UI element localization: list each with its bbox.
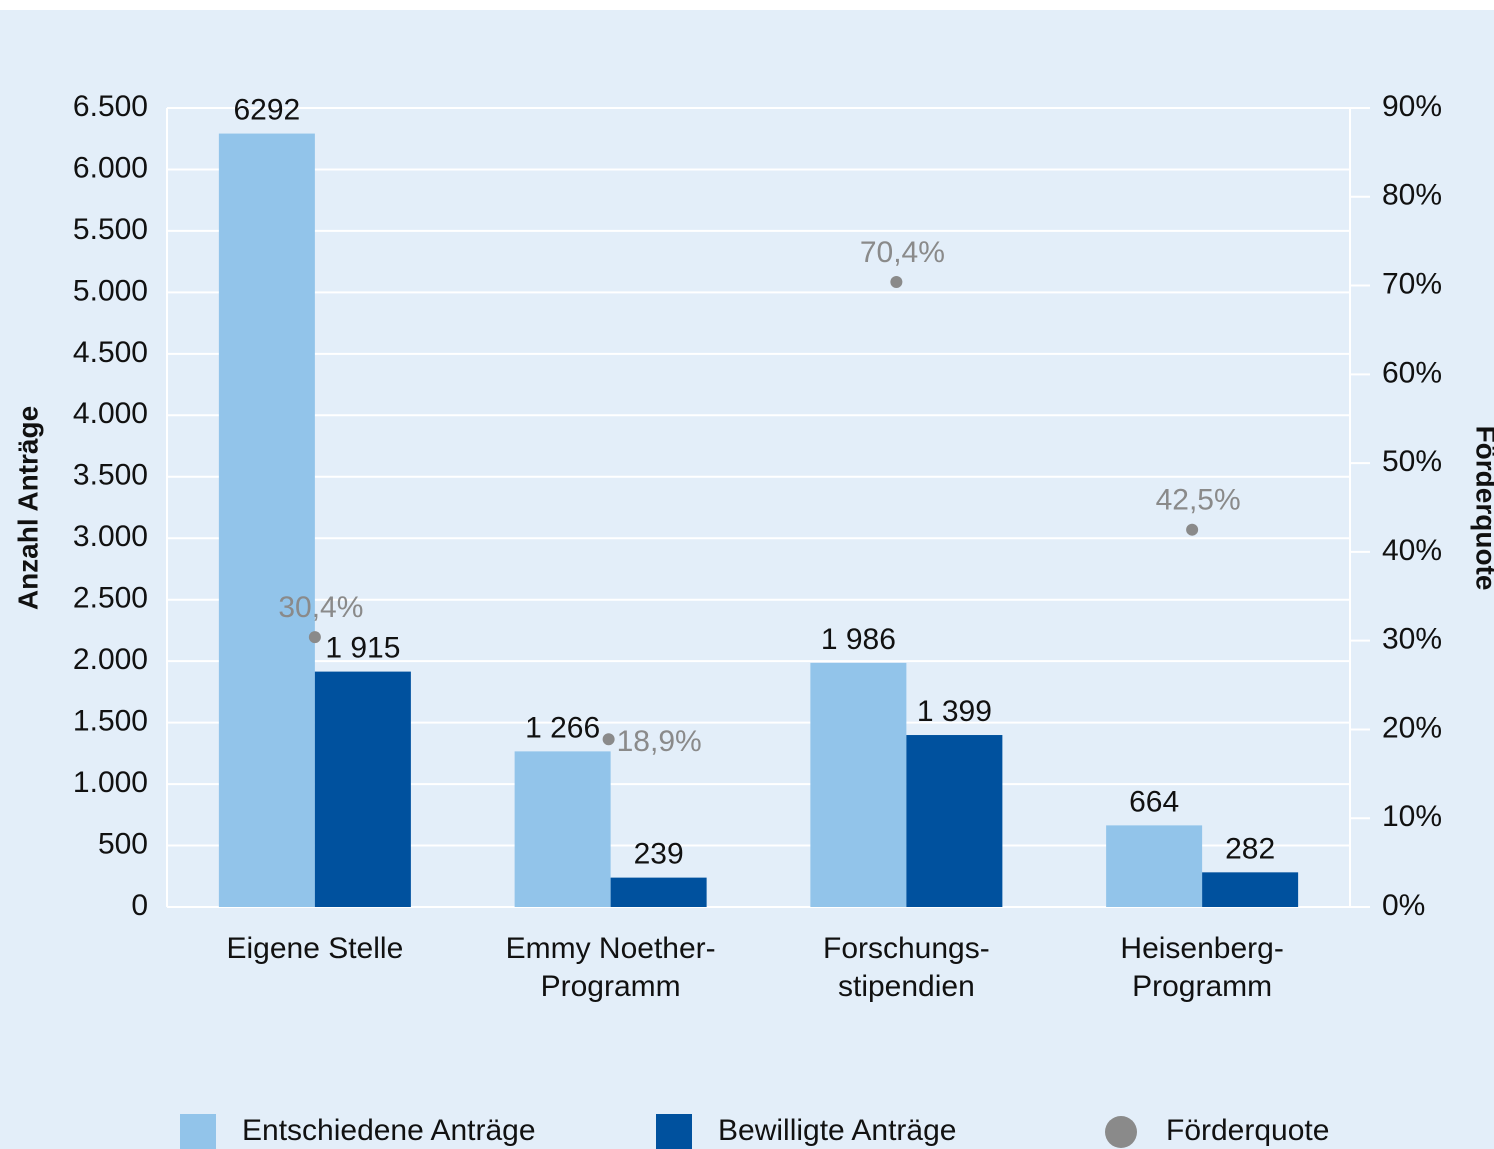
- y-tick-label: 2.500: [73, 582, 148, 615]
- y-tick-label: 3.000: [73, 520, 148, 553]
- y-tick-label: 500: [98, 827, 148, 860]
- y2-tick-label: 0%: [1382, 889, 1425, 922]
- y-tick-label: 4.500: [73, 336, 148, 369]
- rate-dot: [602, 733, 615, 746]
- legend-label: Bewilligte Anträge: [718, 1114, 956, 1147]
- y-tick-label: 1.500: [73, 705, 148, 738]
- y-tick-label: 1.000: [73, 766, 148, 799]
- bar: [1202, 872, 1299, 907]
- bar: [810, 662, 907, 907]
- bar-value-label: 6292: [234, 93, 301, 126]
- y2-tick-label: 20%: [1382, 711, 1442, 744]
- bar-value-label: 239: [634, 838, 684, 871]
- x-tick-label: Emmy Noether-: [506, 932, 716, 965]
- bar: [218, 133, 315, 907]
- y-tick-label: 0: [131, 889, 148, 922]
- rate-dot: [1186, 523, 1199, 536]
- rate-dot: [890, 276, 903, 289]
- y2-tick-label: 90%: [1382, 90, 1442, 123]
- rate-label: 42,5%: [1156, 484, 1241, 517]
- legend-label: Förderquote: [1166, 1114, 1329, 1147]
- y-tick-label: 6.500: [73, 90, 148, 123]
- legend-label: Entschiedene Anträge: [242, 1114, 536, 1147]
- y2-tick-label: 60%: [1382, 356, 1442, 389]
- legend-swatch: [656, 1114, 692, 1149]
- x-tick-label: Programm: [1132, 970, 1272, 1003]
- y-tick-label: 3.500: [73, 459, 148, 492]
- y-tick-label: 4.000: [73, 397, 148, 430]
- rate-label: 30,4%: [278, 591, 363, 624]
- y2-tick-label: 80%: [1382, 179, 1442, 212]
- bar-value-label: 1 399: [917, 695, 992, 728]
- bar-value-label: 1 915: [325, 632, 400, 665]
- y-tick-label: 5.000: [73, 274, 148, 307]
- rate-label: 70,4%: [860, 236, 945, 269]
- y2-tick-label: 50%: [1382, 445, 1442, 478]
- y2-tick-label: 70%: [1382, 267, 1442, 300]
- x-tick-label: Programm: [541, 970, 681, 1003]
- x-tick-label: Eigene Stelle: [226, 932, 403, 965]
- bar-value-label: 664: [1129, 785, 1179, 818]
- rate-dot: [308, 631, 321, 644]
- y-tick-label: 6.000: [73, 151, 148, 184]
- legend-swatch: [1105, 1116, 1137, 1148]
- bar: [1106, 825, 1203, 907]
- y2-tick-label: 30%: [1382, 623, 1442, 656]
- legend-swatch: [180, 1114, 216, 1149]
- rate-label: 18,9%: [617, 725, 702, 758]
- y-tick-label: 2.000: [73, 643, 148, 676]
- x-tick-label: Forschungs-: [823, 932, 990, 965]
- bar: [514, 751, 611, 907]
- y2-tick-label: 40%: [1382, 534, 1442, 567]
- x-tick-label: Heisenberg-: [1120, 932, 1283, 965]
- bar: [610, 877, 707, 907]
- y-axis-title: Anzahl Anträge: [12, 406, 43, 610]
- bar-value-label: 282: [1225, 832, 1275, 865]
- y2-tick-label: 10%: [1382, 800, 1442, 833]
- bar-value-label: 1 266: [525, 711, 600, 744]
- bar: [314, 671, 411, 907]
- y2-axis-title: Förderquote: [1471, 426, 1494, 591]
- bar-value-label: 1 986: [821, 623, 896, 656]
- bar: [906, 735, 1003, 907]
- y-tick-label: 5.500: [73, 213, 148, 246]
- x-tick-label: stipendien: [838, 970, 975, 1003]
